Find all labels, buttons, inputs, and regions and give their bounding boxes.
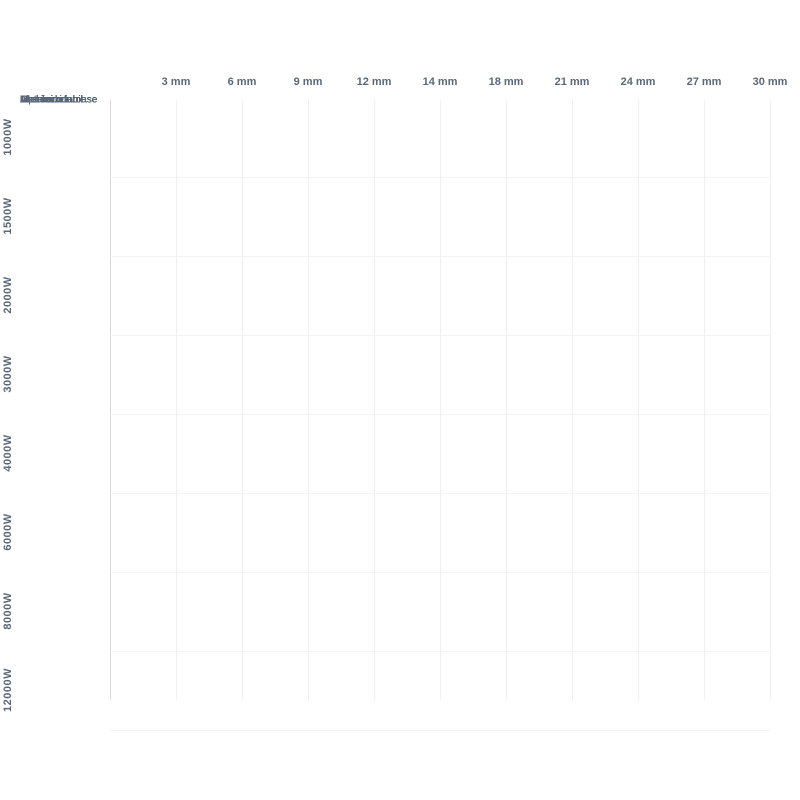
- x-tick-label: 6 mm: [228, 76, 257, 88]
- gridline: [374, 100, 375, 700]
- group-divider: [110, 414, 770, 415]
- group-divider: [110, 493, 770, 494]
- group-divider: [110, 177, 770, 178]
- x-tick-label: 14 mm: [423, 76, 458, 88]
- gridline: [770, 100, 771, 700]
- group-label: 3000W: [2, 355, 14, 392]
- group-label: 6000W: [2, 513, 14, 550]
- row-label: Metale neferoase: [20, 95, 105, 106]
- group-label: 2000W: [2, 276, 14, 313]
- x-tick-label: 24 mm: [621, 76, 656, 88]
- gridline: [176, 100, 177, 700]
- x-tick-label: 30 mm: [753, 76, 788, 88]
- x-tick-label: 21 mm: [555, 76, 590, 88]
- gridline: [308, 100, 309, 700]
- group-label: 8000W: [2, 592, 14, 629]
- group-divider: [110, 256, 770, 257]
- y-axis-line: [110, 100, 111, 700]
- gridline: [506, 100, 507, 700]
- x-tick-label: 27 mm: [687, 76, 722, 88]
- group-label: 1000W: [2, 118, 14, 155]
- x-tick-label: 18 mm: [489, 76, 524, 88]
- group-divider: [110, 335, 770, 336]
- gridline: [638, 100, 639, 700]
- group-divider: [110, 572, 770, 573]
- gridline: [572, 100, 573, 700]
- group-label: 4000W: [2, 434, 14, 471]
- group-divider: [110, 651, 770, 652]
- group-label: 1500W: [2, 197, 14, 234]
- gridline: [440, 100, 441, 700]
- group-divider: [110, 730, 770, 731]
- gridline: [704, 100, 705, 700]
- x-tick-label: 9 mm: [294, 76, 323, 88]
- gridline: [242, 100, 243, 700]
- group-label: 12000W: [2, 668, 14, 712]
- x-tick-label: 3 mm: [162, 76, 191, 88]
- x-tick-label: 12 mm: [357, 76, 392, 88]
- plot-area: 3 mm6 mm9 mm12 mm14 mm18 mm21 mm24 mm27 …: [110, 100, 770, 700]
- chart-root: 3 mm 6 mm 9 mm 12 mm 14 mm 18 mm 21 mm 24 mm 27 …: [0, 0, 800, 800]
